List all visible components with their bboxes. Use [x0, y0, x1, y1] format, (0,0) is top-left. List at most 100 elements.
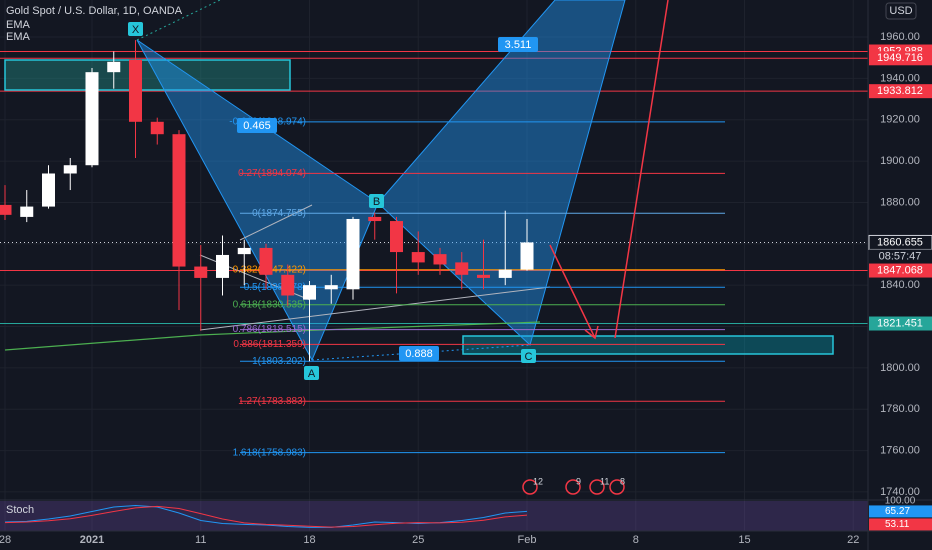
stoch-line [4, 505, 528, 528]
grid [0, 0, 868, 531]
fib-label: 1.618(1758.983) [233, 447, 306, 458]
point-box [128, 22, 143, 36]
y-tick-label: 1960.00 [880, 31, 920, 43]
price-tag [869, 263, 932, 278]
point-label: C [525, 351, 533, 363]
point-box [304, 366, 319, 380]
candle-body [216, 254, 229, 278]
stoch-tick-label: 100.00 [885, 496, 916, 507]
point-label: A [308, 368, 316, 380]
stoch-tag [869, 518, 932, 531]
candle-body [303, 285, 316, 300]
y-tick-label: 1940.00 [880, 72, 920, 84]
point-label: X [132, 24, 140, 36]
y-tick-label: 1780.00 [880, 403, 920, 415]
stoch-value: 53.11 [885, 519, 910, 530]
arrow [549, 244, 599, 340]
candle-body [237, 247, 251, 255]
candle-body [390, 221, 403, 253]
x-tick-label: 25 [412, 534, 424, 546]
candle-body [498, 269, 512, 278]
ratio-label: 0.888 [405, 348, 433, 360]
fib-label: 0.886(1811.359) [233, 339, 306, 350]
price-tag-label: 1949.716 [877, 52, 923, 64]
y-tick-label: 1800.00 [880, 362, 920, 374]
overlay: 1740.001760.001780.001800.001820.001840.… [0, 31, 932, 546]
y-tick-label: 1880.00 [880, 196, 920, 208]
candle-body [259, 247, 273, 275]
candle-body [455, 262, 469, 275]
candle-body [0, 204, 12, 215]
point-box [521, 349, 536, 363]
candle-body [477, 274, 490, 278]
candle-body [150, 121, 164, 135]
y-tick-label: 1900.00 [880, 155, 920, 167]
y-tick-label: 1740.00 [880, 486, 920, 498]
candle-body [107, 61, 121, 73]
trend-line [136, 0, 221, 41]
event-badge[interactable] [565, 479, 581, 495]
ratio-label: 3.511 [505, 39, 532, 51]
price-tag-label: 1847.068 [877, 264, 923, 276]
currency[interactable]: USD [889, 5, 912, 17]
fib-label: 0.5(1838.978) [244, 282, 306, 293]
stoch-value: 65.27 [885, 506, 910, 517]
price-tag-label: 1860.655 [877, 236, 923, 248]
pattern-ac [311, 344, 531, 361]
fib-label: 0.618(1830.535) [233, 299, 306, 310]
stoch-label: Stoch [6, 504, 34, 516]
x-tick-label: 18 [303, 534, 315, 546]
candle-body [20, 206, 34, 217]
x-tick-label: 28 [0, 534, 11, 546]
y-tick-label: 1760.00 [880, 444, 920, 456]
ratio-box [498, 37, 538, 52]
fib-label: 1.27(1783.883) [238, 396, 306, 407]
candle-body [42, 173, 55, 207]
countdown: 08:57:47 [879, 250, 922, 262]
indicator-label: EMA [6, 19, 31, 31]
event-count: 12 [533, 476, 543, 486]
ratio-label: 0.465 [243, 120, 271, 132]
candles [0, 40, 534, 362]
x-tick-label: 15 [738, 534, 750, 546]
price-tag-label: 1821.451 [877, 317, 923, 329]
candle-body [281, 274, 295, 296]
candle-body [85, 72, 99, 166]
event-badge[interactable] [589, 479, 605, 495]
x-tick-label: 22 [847, 534, 859, 546]
ema-line [4, 321, 541, 351]
arrow [614, 0, 669, 339]
point-label: B [373, 196, 380, 208]
price-tag [869, 84, 932, 99]
x-tick-label: Feb [518, 534, 537, 546]
ratio-box [237, 118, 277, 133]
event-count: 11 [600, 476, 609, 486]
y-tick-label: 1920.00 [880, 114, 920, 126]
event-badge[interactable] [522, 479, 538, 495]
event-badge[interactable] [609, 479, 625, 495]
fib-label: 0.786(1818.515) [233, 324, 306, 335]
zone-box [4, 59, 291, 91]
y-tick-label: 1840.00 [880, 279, 920, 291]
point-box [369, 194, 384, 208]
ratio-box [399, 346, 439, 361]
candle-body [411, 252, 425, 263]
countdown-tag [869, 249, 932, 264]
candle-body [324, 285, 338, 290]
candle-body [520, 242, 534, 270]
stoch-tag [869, 505, 932, 518]
candle-body [433, 254, 447, 265]
fib-label: 0(1874.755) [252, 208, 306, 219]
candle-body [346, 218, 360, 290]
zone-box [462, 335, 834, 355]
x-tick-label: 8 [633, 534, 639, 546]
price-tag [869, 316, 932, 331]
currency-box[interactable] [885, 2, 917, 20]
fib-label: 1(1803.202) [252, 356, 306, 367]
event-count: 8 [620, 476, 625, 486]
price-tag [869, 51, 932, 66]
candle-body [129, 59, 142, 122]
